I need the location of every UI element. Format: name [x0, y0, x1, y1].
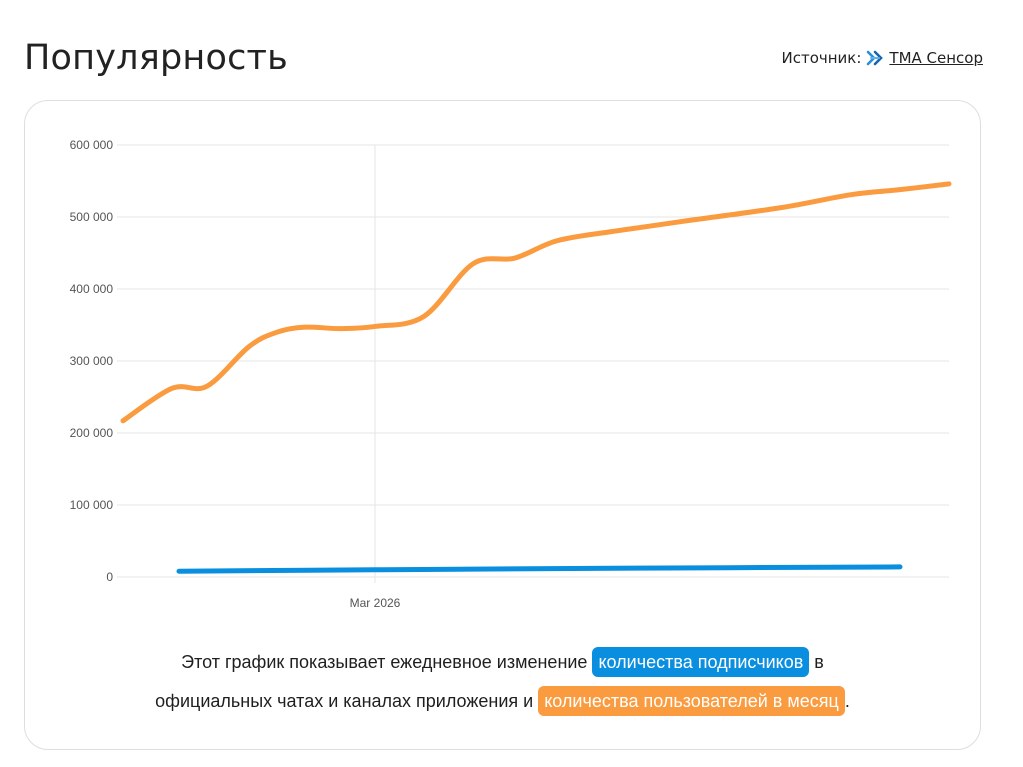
tma-sensor-logo-icon: [867, 50, 884, 66]
page-title: Популярность: [24, 38, 288, 78]
subscribers-chip[interactable]: количества подписчиков: [592, 647, 810, 677]
popularity-chart: 0 100 000 200 000 300 000 400 000 500 000 600 …: [70, 138, 952, 610]
caption-text-3: официальных чатах и каналах приложения и: [155, 691, 534, 711]
source-link[interactable]: TMA Сенсор: [889, 49, 983, 67]
popularity-chart-card: 0 100 000 200 000 300 000 400 000 500 000 600 …: [24, 100, 981, 750]
caption-text-4: .: [844, 691, 850, 711]
caption-text-2: в: [814, 652, 824, 672]
source-attribution: Источник: TMA Сенсор: [781, 49, 983, 67]
y-tick-label: 200 000: [70, 426, 114, 440]
monthly-users-chip[interactable]: количества пользователей в месяц: [538, 686, 845, 716]
y-tick-label: 100 000: [70, 498, 114, 512]
monthly-users-line: [120, 181, 952, 424]
caption-text-1: Этот график показывает ежедневное измене…: [181, 652, 588, 672]
chart-caption: Этот график показывает ежедневное измене…: [25, 643, 980, 721]
y-tick-label: 600 000: [70, 138, 114, 152]
y-tick-label: 0: [106, 570, 113, 584]
y-tick-label: 400 000: [70, 282, 114, 296]
y-tick-label: 500 000: [70, 210, 114, 224]
source-label: Источник:: [781, 49, 862, 67]
subscribers-line: [176, 564, 903, 574]
y-tick-label: 300 000: [70, 354, 114, 368]
x-tick-label: Mar 2026: [350, 596, 401, 610]
